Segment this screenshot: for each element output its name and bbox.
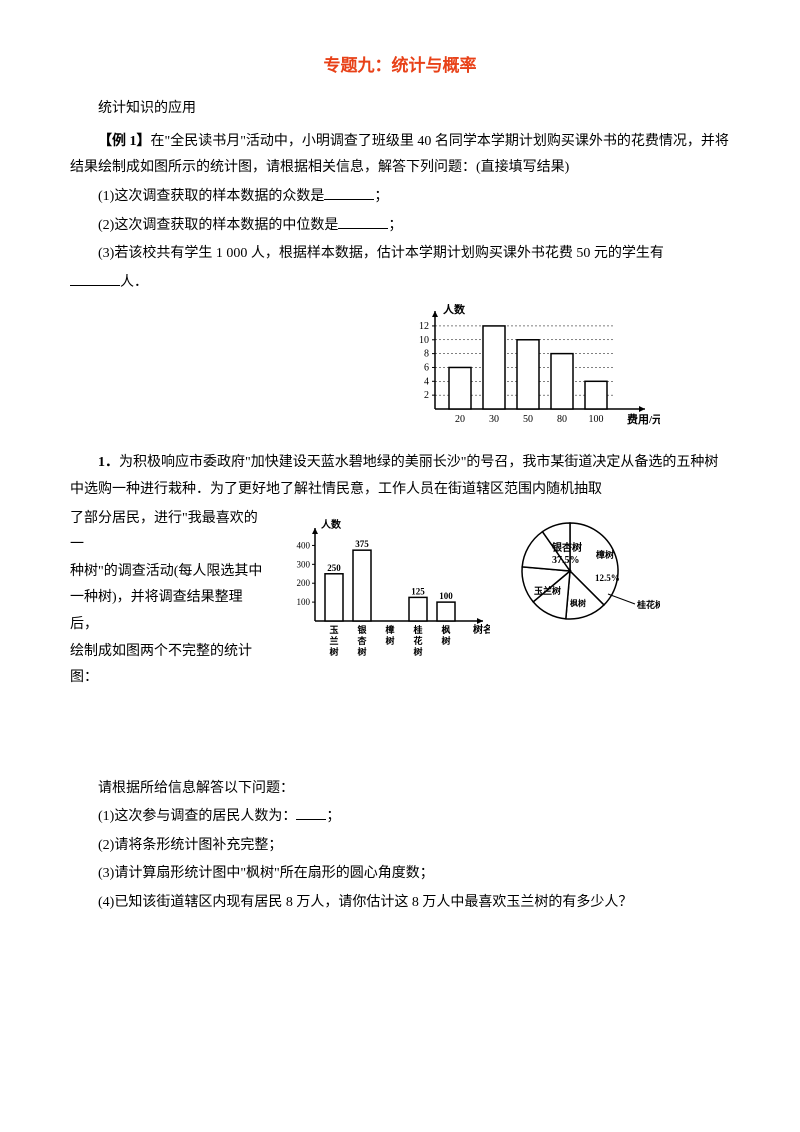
svg-text:4: 4 <box>424 377 429 388</box>
svg-text:375: 375 <box>355 539 369 549</box>
svg-text:树: 树 <box>385 635 394 646</box>
q2-2: (2)请将条形统计图补充完整； <box>70 833 730 860</box>
p1-l2: 种树"的调查活动(每人限选其中 <box>70 564 262 579</box>
q2-intro: 请根据所给信息解答以下问题： <box>70 776 730 803</box>
blank-4 <box>296 806 326 820</box>
q1-2: (2)这次调查获取的样本数据的中位数是 ； <box>70 213 730 240</box>
q2-4: (4)已知该街道辖区内现有居民 8 万人，请你估计这 8 万人中最喜欢玉兰树的有… <box>70 890 730 917</box>
bar-chart-2: 人数树名100200300400250玉兰树375银杏树樟树125桂花树100枫… <box>280 506 490 666</box>
blank-2 <box>338 215 388 229</box>
pie-chart-2: 银杏树37.5% 樟树 12.5% 桂花树 枫树玉兰树 <box>500 506 660 646</box>
svg-text:桂: 桂 <box>412 624 422 635</box>
q1-3a: (3)若该校共有学生 1 000 人，根据样本数据，估计本学期计划购买课外书花费… <box>70 241 730 268</box>
svg-text:花: 花 <box>413 635 422 646</box>
svg-text:樟: 樟 <box>384 624 394 635</box>
q1-1-suffix: ； <box>374 189 388 204</box>
blank-1 <box>324 186 374 200</box>
svg-text:树: 树 <box>441 635 450 646</box>
svg-text:杏: 杏 <box>357 635 367 646</box>
q2-1b: ； <box>326 809 340 824</box>
svg-text:125: 125 <box>411 586 425 596</box>
q1-1: (1)这次调查获取的样本数据的众数是 ； <box>70 184 730 211</box>
svg-text:人数: 人数 <box>321 518 342 531</box>
svg-text:玉: 玉 <box>329 625 338 635</box>
svg-text:100: 100 <box>589 414 604 425</box>
svg-text:20: 20 <box>455 414 465 425</box>
problem1-left-text: 了部分居民，进行"我最喜欢的一 种树"的调查活动(每人限选其中 一种树)，并将调… <box>70 506 270 692</box>
svg-text:12.5%: 12.5% <box>595 573 620 583</box>
svg-text:人数: 人数 <box>443 304 466 316</box>
svg-text:50: 50 <box>523 414 533 425</box>
q1-2-suffix: ； <box>388 218 402 233</box>
chart1-container: 人数费用/元 2 4 6 8 10 12 20 30 50 80 100 <box>400 304 660 434</box>
q2-3: (3)请计算扇形统计图中"枫树"所在扇形的圆心角度数； <box>70 861 730 888</box>
problem1-flow: 了部分居民，进行"我最喜欢的一 种树"的调查活动(每人限选其中 一种树)，并将调… <box>70 506 730 666</box>
q2-1: (1)这次参与调查的居民人数为： ； <box>70 804 730 831</box>
svg-text:2: 2 <box>424 391 429 402</box>
svg-text:银: 银 <box>357 624 367 635</box>
svg-text:80: 80 <box>557 414 567 425</box>
p1-l4: 绘制成如图两个不完整的统计图： <box>70 644 252 686</box>
p1-l3: 一种树)，并将调查结果整理后， <box>70 590 243 632</box>
svg-text:8: 8 <box>424 349 429 360</box>
svg-text:樟树: 樟树 <box>595 549 614 560</box>
svg-text:300: 300 <box>297 559 311 569</box>
svg-text:银杏树: 银杏树 <box>552 541 582 554</box>
chart2-pie-container: 银杏树37.5% 樟树 12.5% 桂花树 枫树玉兰树 <box>500 506 660 657</box>
q1-1-text: (1)这次调查获取的样本数据的众数是 <box>98 189 324 204</box>
example1-prefix: 【例 1】 <box>98 134 151 149</box>
svg-text:树: 树 <box>329 646 338 657</box>
example1-para: 【例 1】在"全民读书月"活动中，小明调查了班级里 40 名同学本学期计划购买课… <box>70 129 730 182</box>
svg-text:250: 250 <box>327 562 341 572</box>
svg-text:6: 6 <box>424 363 429 374</box>
q1-3b-line: 人． <box>70 270 730 297</box>
svg-text:树名: 树名 <box>473 623 490 636</box>
example1-text: 在"全民读书月"活动中，小明调查了班级里 40 名同学本学期计划购买课外书的花费… <box>70 134 729 176</box>
problem1-para: 1．为积极响应市委政府"加快建设天蓝水碧地绿的美丽长沙"的号召，我市某街道决定从… <box>70 450 730 503</box>
svg-text:100: 100 <box>439 591 453 601</box>
page-title: 专题九：统计与概率 <box>70 50 730 82</box>
problem1-prefix: 1． <box>98 455 119 470</box>
blank-3 <box>70 272 120 286</box>
svg-text:枫树: 枫树 <box>570 598 586 608</box>
svg-text:树: 树 <box>413 646 422 657</box>
svg-text:400: 400 <box>297 540 311 550</box>
svg-text:10: 10 <box>419 335 429 346</box>
q1-2-text: (2)这次调查获取的样本数据的中位数是 <box>98 218 338 233</box>
svg-text:枫: 枫 <box>441 624 450 635</box>
section-label: 统计知识的应用 <box>70 96 730 123</box>
p1-l1: 了部分居民，进行"我最喜欢的一 <box>70 511 258 553</box>
q1-3b: 人． <box>120 275 148 290</box>
svg-text:费用/元: 费用/元 <box>627 412 660 426</box>
bar-chart-1: 人数费用/元 2 4 6 8 10 12 20 30 50 80 100 <box>400 304 660 434</box>
svg-text:200: 200 <box>297 578 311 588</box>
svg-text:100: 100 <box>297 597 311 607</box>
svg-text:玉兰树: 玉兰树 <box>534 585 561 596</box>
svg-text:37.5%: 37.5% <box>552 555 580 566</box>
svg-text:12: 12 <box>419 321 429 332</box>
svg-text:30: 30 <box>489 414 499 425</box>
chart2-bar-container: 人数树名100200300400250玉兰树375银杏树樟树125桂花树100枫… <box>280 506 490 677</box>
q2-1a: (1)这次参与调查的居民人数为： <box>98 809 296 824</box>
svg-text:兰: 兰 <box>329 635 338 646</box>
svg-text:桂花树: 桂花树 <box>636 599 660 610</box>
svg-text:树: 树 <box>357 646 366 657</box>
problem1-text-a: 为积极响应市委政府"加快建设天蓝水碧地绿的美丽长沙"的号召，我市某街道决定从备选… <box>70 455 718 497</box>
